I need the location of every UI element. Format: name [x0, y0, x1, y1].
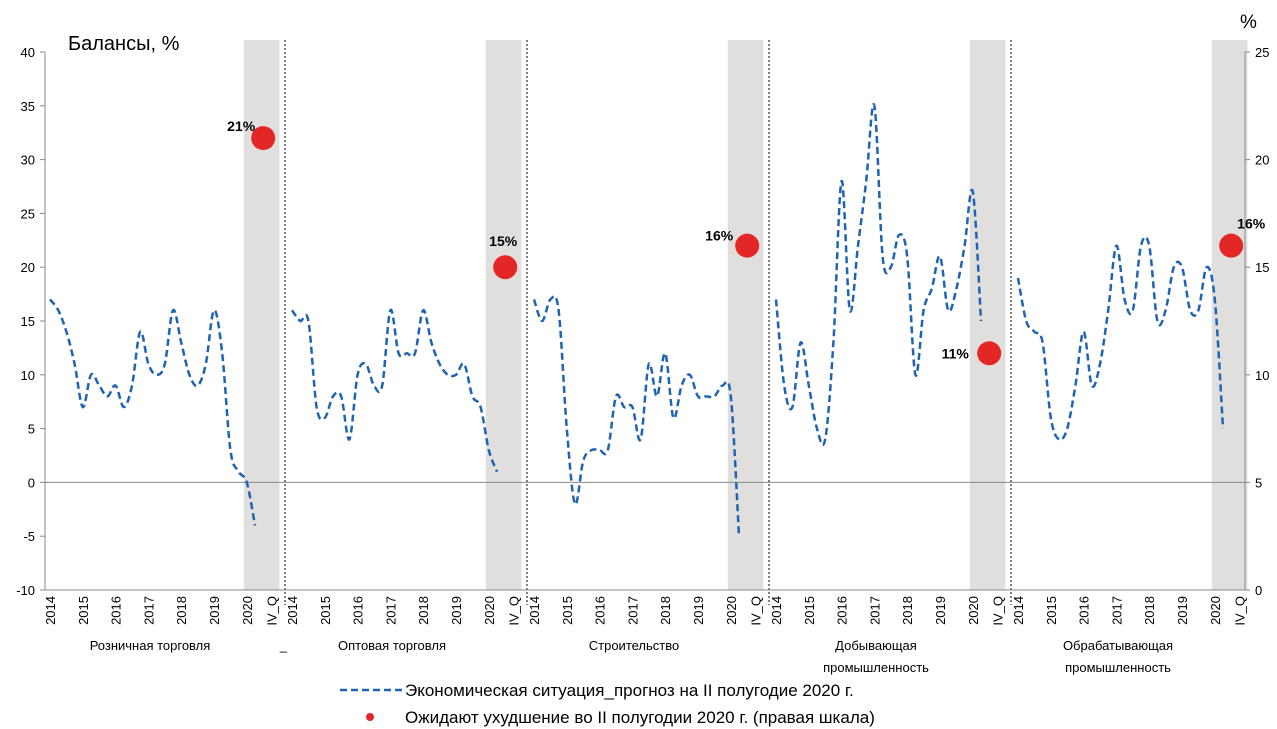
x-tick-label: 2020: [482, 596, 497, 625]
y2-tick-label: 10: [1255, 368, 1269, 383]
annotation: _: [279, 638, 288, 653]
panel-label: Добывающая: [835, 638, 917, 653]
x-tick-label: 2019: [933, 596, 948, 625]
dot: [251, 126, 276, 151]
x-tick-label: 2020: [1208, 596, 1223, 625]
data-label: 16%: [1237, 216, 1266, 232]
x-tick-label: 2017: [1109, 596, 1124, 625]
line-series: [49, 298, 257, 526]
x-tick-label: 2019: [207, 596, 222, 625]
line-series: [1016, 235, 1225, 442]
x-tick-label: 2018: [174, 596, 189, 625]
x-tick-label: 2020: [240, 596, 255, 625]
panel-label: Оптовая торговля: [338, 638, 446, 653]
x-tick-label: 2017: [867, 596, 882, 625]
forecast-band: [1211, 40, 1248, 590]
y2-tick-label: 20: [1255, 153, 1269, 168]
x-tick-label: IV_Q: [990, 596, 1005, 626]
y-tick-label: -5: [23, 529, 35, 544]
y2-title: %: [1240, 12, 1257, 33]
x-tick-label: 2016: [351, 596, 366, 625]
x-tick-label: 2019: [449, 596, 464, 625]
y2-tick-label: 5: [1255, 475, 1262, 490]
x-tick-label: 2014: [285, 596, 300, 625]
x-tick-label: 2014: [43, 596, 58, 625]
x-tick-label: 2016: [593, 596, 608, 625]
x-tick-label: 2018: [900, 596, 915, 625]
x-tick-label: 2015: [318, 596, 333, 625]
y-tick-label: 30: [21, 153, 35, 168]
x-tick-label: 2014: [769, 596, 784, 625]
dot: [1219, 233, 1244, 258]
x-tick-label: 2015: [1044, 596, 1059, 625]
x-tick-label: 2018: [658, 596, 673, 625]
x-tick-label: 2014: [1011, 596, 1026, 625]
y-tick-label: 0: [28, 475, 35, 490]
chart-title: Балансы, %: [68, 33, 180, 55]
x-tick-label: IV_Q: [748, 596, 763, 626]
y-tick-label: 25: [21, 206, 35, 221]
y-tick-label: 35: [21, 99, 35, 114]
y2-tick-label: 15: [1255, 260, 1269, 275]
line-series: [532, 294, 741, 537]
x-tick-label: 2015: [560, 596, 575, 625]
panel-label: Строительство: [589, 638, 679, 653]
data-label: 21%: [227, 118, 256, 134]
dot: [493, 255, 518, 280]
y-tick-label: 15: [21, 314, 35, 329]
legend-label: Ожидают ухудшение во II полугодии 2020 г…: [405, 708, 875, 727]
dot: [735, 233, 760, 258]
y2-tick-label: 25: [1255, 45, 1269, 60]
x-tick-label: IV_Q: [1232, 596, 1247, 626]
forecast-band: [727, 40, 764, 590]
panel-label: Обрабатывающая: [1063, 638, 1173, 653]
x-tick-label: 2017: [141, 596, 156, 625]
line-series: [290, 308, 499, 473]
x-tick-label: 2015: [802, 596, 817, 625]
x-tick-label: 2020: [966, 596, 981, 625]
x-tick-label: 2016: [1077, 596, 1092, 625]
legend-label: Экономическая ситуация_прогноз на II пол…: [405, 681, 854, 700]
x-tick-label: 2020: [724, 596, 739, 625]
panel-label: промышленность: [823, 660, 929, 675]
x-tick-label: 2016: [835, 596, 850, 625]
x-tick-label: 2019: [691, 596, 706, 625]
x-tick-label: IV_Q: [264, 596, 279, 626]
line-series: [774, 102, 983, 447]
x-tick-label: 2017: [625, 596, 640, 625]
x-tick-label: 2015: [76, 596, 91, 625]
data-label: 16%: [705, 228, 734, 244]
y-tick-label: 20: [21, 260, 35, 275]
panel-label: Розничная торговля: [90, 638, 211, 653]
x-tick-label: 2016: [109, 596, 124, 625]
x-tick-label: 2018: [1142, 596, 1157, 625]
forecast-band: [485, 40, 522, 590]
y-tick-label: -10: [16, 583, 35, 598]
y-tick-label: 5: [28, 422, 35, 437]
x-tick-label: 2019: [1175, 596, 1190, 625]
x-tick-label: IV_Q: [506, 596, 521, 626]
x-tick-label: 2014: [527, 596, 542, 625]
y2-tick-label: 0: [1255, 583, 1262, 598]
y-tick-label: 40: [21, 45, 35, 60]
forecast-band: [969, 40, 1006, 590]
x-tick-label: 2017: [383, 596, 398, 625]
x-tick-label: 2018: [416, 596, 431, 625]
legend-dot: [366, 713, 374, 721]
panel-label: промышленность: [1065, 660, 1171, 675]
y-tick-label: 10: [21, 368, 35, 383]
data-label: 15%: [489, 233, 518, 249]
dot: [977, 341, 1002, 366]
data-label: 11%: [942, 345, 970, 361]
